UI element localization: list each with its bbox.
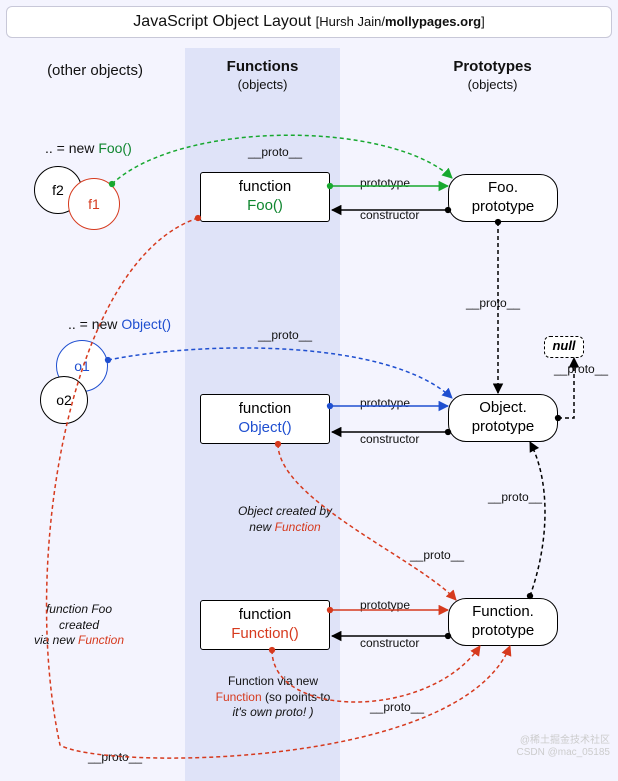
title-credit-suffix: ]: [481, 14, 485, 29]
diagram-canvas: JavaScript Object Layout [Hursh Jain/mol…: [0, 0, 618, 781]
instance-object-expr: .. = new Object(): [68, 315, 171, 333]
node-foo-prototype: Foo. prototype: [448, 174, 558, 222]
lbl-proto-funcproto: __proto__: [488, 490, 542, 504]
title-main: JavaScript Object Layout: [133, 13, 311, 30]
lbl-proto-fooproto: __proto__: [466, 296, 520, 310]
note-object-created: Object created by new Function: [220, 504, 350, 535]
lbl-prototype-function: prototype: [360, 598, 410, 612]
title-box: JavaScript Object Layout [Hursh Jain/mol…: [6, 6, 612, 38]
lbl-proto-foo-func: __proto__: [88, 750, 142, 764]
col-functions: Functions (objects): [190, 58, 335, 93]
lbl-proto-function-self: __proto__: [370, 700, 424, 714]
title-credit-prefix: [Hursh Jain/: [316, 14, 385, 29]
node-null: null: [544, 336, 584, 358]
lbl-proto-object-func: __proto__: [410, 548, 464, 562]
note-function-self: Function via new Function (so points to …: [198, 674, 348, 721]
title-site: mollypages.org: [385, 14, 481, 29]
lbl-proto-null: __proto__: [554, 362, 608, 376]
lbl-constructor-foo: constructor: [360, 208, 419, 222]
lbl-proto-o1: __proto__: [258, 328, 312, 342]
lbl-prototype-foo: prototype: [360, 176, 410, 190]
node-func-foo: function Foo(): [200, 172, 330, 222]
col-prototypes: Prototypes (objects): [420, 58, 565, 93]
note-foo-created: function Foo created via new Function: [24, 602, 134, 649]
col-other: (other objects): [30, 62, 160, 81]
lbl-constructor-function: constructor: [360, 636, 419, 650]
lbl-constructor-object: constructor: [360, 432, 419, 446]
node-func-object: function Object(): [200, 394, 330, 444]
node-function-prototype: Function. prototype: [448, 598, 558, 646]
instance-foo-expr: .. = new Foo(): [45, 139, 132, 157]
node-f1: f1: [68, 178, 120, 230]
node-o2: o2: [40, 376, 88, 424]
watermark: @稀土掘金技术社区 CSDN @mac_05185: [516, 735, 610, 759]
lbl-prototype-object: prototype: [360, 396, 410, 410]
node-func-function: function Function(): [200, 600, 330, 650]
node-object-prototype: Object. prototype: [448, 394, 558, 442]
lbl-proto-f1: __proto__: [248, 145, 302, 159]
